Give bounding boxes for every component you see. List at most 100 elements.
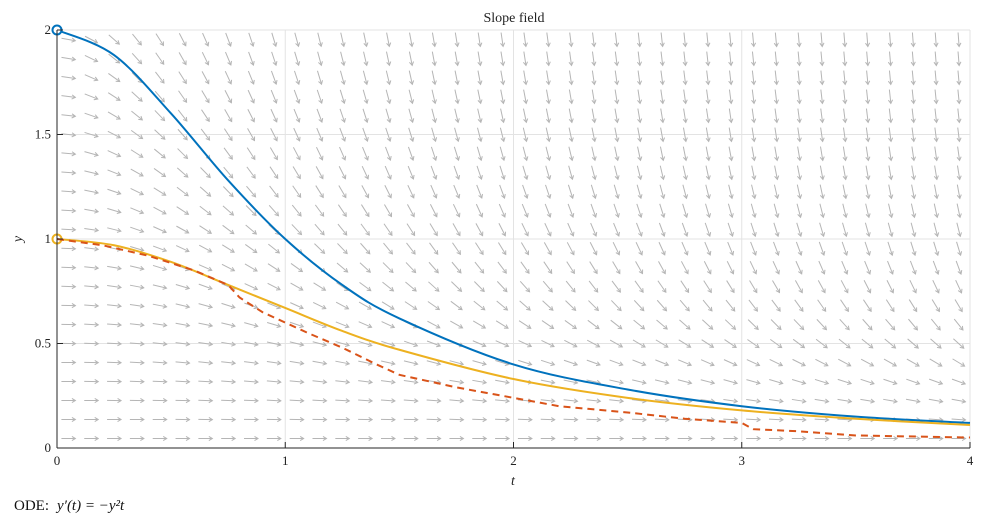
slope-arrow-shaft [865, 184, 870, 199]
slope-arrow-head [865, 80, 871, 86]
slope-arrow-shaft [683, 32, 686, 47]
slope-arrow-head [116, 227, 122, 233]
slope-arrow-shaft [957, 146, 961, 161]
slope-arrow-head [160, 97, 165, 103]
slope-arrow-shaft [586, 339, 600, 348]
slope-arrow-shaft [842, 222, 847, 237]
slope-arrow [84, 284, 100, 290]
slope-arrow [586, 417, 602, 423]
slope-arrow-head [705, 80, 711, 86]
slope-arrow [495, 379, 510, 385]
slope-arrow-shaft [934, 127, 938, 142]
slope-arrow-head [934, 269, 940, 275]
slope-arrow-shaft [933, 222, 939, 237]
slope-arrow-shaft [521, 203, 529, 218]
slope-arrow [933, 184, 939, 200]
slope-arrow-head [591, 61, 597, 67]
slope-arrow-shaft [636, 165, 642, 180]
slope-arrow-shaft [522, 146, 528, 161]
slope-arrow-head [888, 137, 894, 143]
slope-arrow [840, 280, 849, 294]
slope-arrow [746, 398, 762, 404]
slope-arrow-shaft [911, 51, 915, 66]
slope-arrow-head [183, 173, 189, 178]
slope-arrow [271, 51, 278, 67]
slope-arrow [564, 320, 578, 330]
slope-arrow [955, 260, 963, 275]
slope-arrow-head [93, 39, 99, 44]
slope-arrow-head [500, 42, 506, 48]
slope-arrow-head [663, 343, 669, 348]
slope-arrow-shaft [837, 398, 852, 403]
slope-arrow-head [204, 41, 210, 47]
slope-arrow-shaft [953, 338, 965, 349]
slope-arrow-shaft [860, 398, 875, 403]
slope-arrow [292, 147, 301, 161]
slope-arrow-head [409, 80, 415, 86]
slope-arrow-shaft [727, 203, 733, 218]
slope-arrow-shaft [815, 338, 828, 349]
slope-arrow [130, 226, 145, 234]
slope-arrow-head [139, 341, 145, 347]
slope-arrow [84, 397, 100, 404]
slope-arrow [289, 435, 305, 442]
slope-arrow-head [933, 42, 939, 48]
slope-arrow-shaft [842, 127, 846, 142]
slope-arrow [61, 75, 77, 81]
slope-arrow [956, 70, 962, 86]
slope-arrow-head [432, 174, 438, 180]
slope-arrow-head [911, 213, 917, 219]
slope-arrow [930, 338, 942, 349]
slope-arrow-head [455, 156, 460, 162]
slope-arrow [771, 299, 781, 312]
slope-arrow [659, 70, 665, 86]
slope-arrow [385, 89, 392, 105]
slope-arrow-head [660, 137, 666, 143]
slope-arrow-shaft [677, 399, 692, 402]
slope-arrow-shaft [609, 359, 623, 366]
slope-arrow-head [843, 251, 849, 257]
slope-arrow-shaft [612, 261, 621, 274]
slope-arrow [772, 260, 780, 275]
slope-arrow [815, 358, 829, 367]
slope-arrow [682, 146, 688, 162]
slope-arrow-head [391, 398, 396, 404]
slope-arrow-shaft [543, 261, 553, 274]
slope-arrow [814, 435, 830, 442]
slope-arrow-shaft [175, 245, 190, 252]
slope-arrow-head [206, 192, 212, 197]
slope-arrow-head [796, 42, 802, 48]
slope-arrow-head [614, 156, 620, 162]
slope-arrow-head [842, 80, 848, 86]
slope-arrow [842, 146, 848, 162]
slope-arrow-head [341, 136, 347, 142]
slope-arrow-shaft [862, 318, 873, 331]
slope-arrow-shaft [84, 74, 98, 81]
slope-arrow-shaft [107, 227, 121, 232]
slope-arrow [221, 435, 237, 442]
slope-arrow-head [71, 189, 77, 195]
slope-arrow-head [182, 98, 188, 104]
slope-arrow-shaft [521, 222, 529, 237]
slope-arrow-shaft [131, 52, 142, 65]
slope-arrow-shaft [61, 190, 76, 193]
slope-arrow [407, 146, 415, 162]
slope-arrow-shaft [703, 261, 712, 274]
slope-arrow-shaft [108, 53, 120, 64]
slope-arrow-shaft [654, 379, 669, 384]
slope-arrow [475, 223, 484, 237]
slope-arrow [796, 146, 802, 162]
slope-arrow [221, 341, 237, 347]
slope-arrow-shaft [956, 184, 961, 199]
slope-arrow-head [523, 156, 529, 162]
slope-arrow [222, 205, 235, 216]
slope-arrow [312, 360, 328, 366]
slope-arrow-shaft [291, 204, 302, 217]
slope-arrow [358, 301, 373, 310]
slope-arrow-shaft [866, 32, 869, 47]
slope-arrow [107, 208, 122, 214]
slope-arrow [563, 379, 579, 385]
slope-arrow-head [94, 322, 100, 328]
slope-arrow-head [94, 435, 100, 442]
slope-arrow-shaft [680, 261, 689, 274]
